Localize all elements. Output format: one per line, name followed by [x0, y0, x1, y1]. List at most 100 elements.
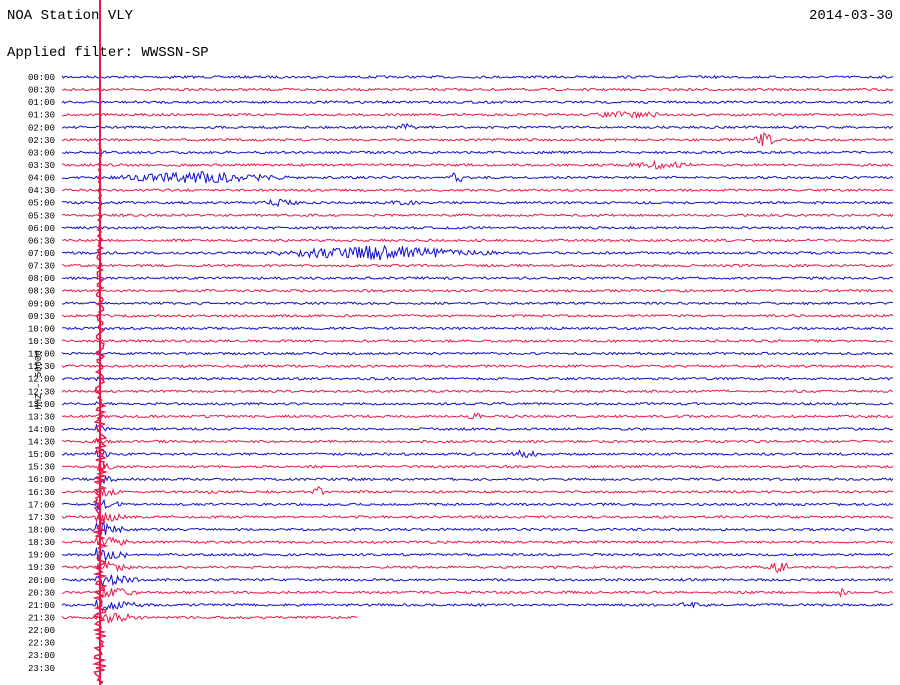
- trace: [62, 498, 894, 511]
- time-label: 19:30: [28, 563, 55, 573]
- time-label: 22:30: [28, 639, 55, 649]
- trace: [61, 213, 894, 218]
- date: 2014-03-30: [809, 8, 893, 24]
- trace: [61, 225, 894, 230]
- time-label: 07:00: [28, 249, 55, 259]
- trace: [61, 574, 894, 588]
- trace: [61, 87, 894, 92]
- trace: [61, 198, 894, 208]
- time-label: 16:30: [28, 488, 55, 498]
- time-label: 00:30: [28, 86, 55, 96]
- time-label: 09:30: [28, 312, 55, 322]
- time-label: 01:30: [28, 111, 55, 121]
- time-label: 06:30: [28, 236, 55, 246]
- time-labels: 00:00 00:30 01:00 01:30 02:00 02:30 03:00 03:30…: [28, 73, 55, 674]
- time-label: 12:00: [28, 375, 55, 385]
- time-label: 22:00: [28, 626, 55, 636]
- trace: [61, 412, 894, 421]
- trace: [61, 611, 358, 624]
- time-label: 23:00: [28, 651, 55, 661]
- trace: [61, 188, 894, 193]
- time-label: 05:00: [28, 199, 55, 209]
- time-label: 16:00: [28, 475, 55, 485]
- trace: [61, 313, 894, 318]
- trace: [61, 599, 893, 612]
- trace: [61, 437, 894, 445]
- trace: [61, 460, 894, 472]
- event-coda: [91, 139, 109, 685]
- time-label: 03:00: [28, 148, 55, 158]
- trace: [61, 131, 894, 147]
- traces: [61, 0, 894, 685]
- time-label: 09:00: [28, 299, 55, 309]
- trace: [62, 244, 894, 261]
- time-label: 17:30: [28, 513, 55, 523]
- time-label: 14:30: [28, 438, 55, 448]
- station-title: NOA Station VLY: [7, 8, 134, 24]
- time-label: 10:00: [28, 324, 55, 334]
- time-label: 11:00: [28, 350, 55, 360]
- time-label: 02:30: [28, 136, 55, 146]
- time-label: 13:30: [28, 412, 55, 422]
- trace: [61, 159, 894, 170]
- time-label: 00:00: [28, 73, 55, 83]
- time-label: 15:00: [28, 450, 55, 460]
- time-label: 08:00: [28, 274, 55, 284]
- trace: [61, 535, 894, 546]
- trace: [61, 238, 894, 243]
- time-label: 04:00: [28, 174, 55, 184]
- trace: [61, 263, 894, 268]
- trace: [61, 521, 894, 537]
- time-label: 06:00: [28, 224, 55, 234]
- trace: [61, 100, 894, 105]
- trace: [61, 338, 894, 344]
- trace: [61, 388, 894, 394]
- trace: [61, 364, 894, 369]
- filter-label: Applied filter: WWSSN-SP: [7, 45, 209, 61]
- trace: [61, 74, 894, 80]
- trace: [61, 351, 894, 356]
- time-label: 18:30: [28, 538, 55, 548]
- time-label: 05:30: [28, 211, 55, 221]
- trace: [61, 110, 894, 119]
- time-label: 04:30: [28, 186, 55, 196]
- time-label: 17:00: [28, 500, 55, 510]
- trace: [62, 423, 894, 433]
- trace: [61, 474, 894, 485]
- time-label: 23:30: [28, 664, 55, 674]
- time-label: 08:30: [28, 287, 55, 297]
- trace: [61, 485, 894, 497]
- trace: [61, 512, 894, 524]
- trace: [61, 150, 894, 155]
- time-label: 14:00: [28, 425, 55, 435]
- time-label: 18:00: [28, 526, 55, 536]
- time-label: 20:30: [28, 588, 55, 598]
- trace: [61, 326, 894, 331]
- trace: [61, 547, 894, 562]
- trace: [61, 586, 894, 599]
- time-label: 11:30: [28, 362, 55, 372]
- trace: [61, 448, 894, 459]
- time-label: 13:00: [28, 400, 55, 410]
- trace: [61, 122, 894, 130]
- time-label: 15:30: [28, 463, 55, 473]
- time-label: 21:00: [28, 601, 55, 611]
- trace: [61, 171, 894, 184]
- time-label: 20:00: [28, 576, 55, 586]
- trace: [61, 301, 894, 306]
- time-label: 10:30: [28, 337, 55, 347]
- time-label: 02:00: [28, 123, 55, 133]
- trace: [61, 375, 894, 382]
- axis-label: HHZ - 50000: [34, 350, 44, 409]
- time-label: 01:00: [28, 98, 55, 108]
- time-label: 03:30: [28, 161, 55, 171]
- time-label: 07:30: [28, 262, 55, 272]
- time-label: 19:00: [28, 551, 55, 561]
- time-label: 12:30: [28, 387, 55, 397]
- trace: [61, 276, 894, 281]
- trace: [61, 288, 893, 293]
- time-label: 21:30: [28, 614, 55, 624]
- trace: [61, 400, 894, 407]
- trace: [61, 560, 894, 574]
